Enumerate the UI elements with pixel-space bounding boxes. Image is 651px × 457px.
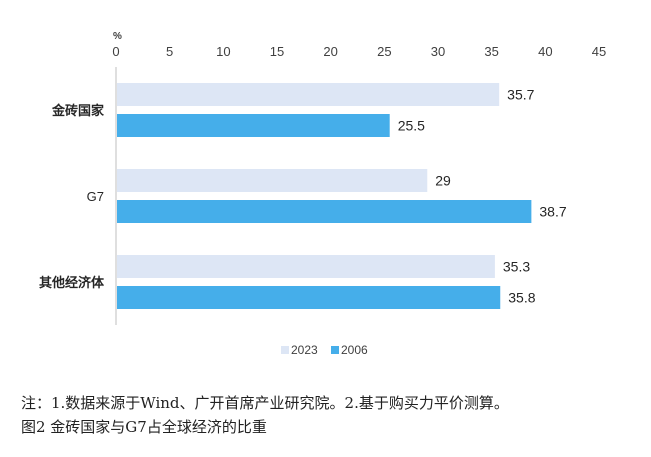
bar-2023 xyxy=(117,255,495,278)
category-labels: 金砖国家 G7 其他经济体 xyxy=(39,103,105,290)
x-tick-label: 40 xyxy=(538,44,552,59)
x-tick-label: 20 xyxy=(323,44,337,59)
bar-2006 xyxy=(117,114,390,137)
legend-swatch-2023 xyxy=(281,346,289,354)
bar-2023 xyxy=(117,169,428,192)
category-label: 金砖国家 xyxy=(51,103,105,118)
x-tick-label: 0 xyxy=(112,44,119,59)
bars xyxy=(117,83,532,309)
bar-2006 xyxy=(117,200,532,223)
category-label: 其他经济体 xyxy=(39,275,105,290)
data-label: 35.8 xyxy=(508,290,535,306)
x-axis-ticks: 0 5 10 15 20 25 30 35 40 45 xyxy=(112,44,606,59)
bar-2023 xyxy=(117,83,500,106)
x-tick-label: 25 xyxy=(377,44,391,59)
x-tick-label: 35 xyxy=(484,44,498,59)
data-labels: 35.7 25.5 29 38.7 35.3 35.8 xyxy=(398,87,567,306)
source-note: 注：1.数据来源于Wind、广开首席产业研究院。2.基于购买力平价测算。 xyxy=(21,394,509,412)
data-label: 35.7 xyxy=(507,87,534,103)
bar-2006 xyxy=(117,286,501,309)
legend-label-2006: 2006 xyxy=(341,343,368,357)
figure-caption: 图2 金砖国家与G7占全球经济的比重 xyxy=(21,418,267,436)
legend-swatch-2006 xyxy=(331,346,339,354)
chart: % 0 5 10 15 20 25 30 35 40 45 金砖国家 G7 其他经济体 35.7 25.… xyxy=(39,31,606,357)
unit-label: % xyxy=(113,31,122,42)
x-tick-label: 45 xyxy=(592,44,606,59)
data-label: 25.5 xyxy=(398,118,425,134)
data-label: 38.7 xyxy=(539,204,566,220)
x-tick-label: 10 xyxy=(216,44,230,59)
x-tick-label: 15 xyxy=(270,44,284,59)
legend: 2023 2006 xyxy=(281,343,368,357)
legend-label-2023: 2023 xyxy=(291,343,318,357)
category-label: G7 xyxy=(87,189,104,204)
data-label: 35.3 xyxy=(503,259,530,275)
x-tick-label: 5 xyxy=(166,44,173,59)
x-tick-label: 30 xyxy=(431,44,445,59)
data-label: 29 xyxy=(435,173,451,189)
